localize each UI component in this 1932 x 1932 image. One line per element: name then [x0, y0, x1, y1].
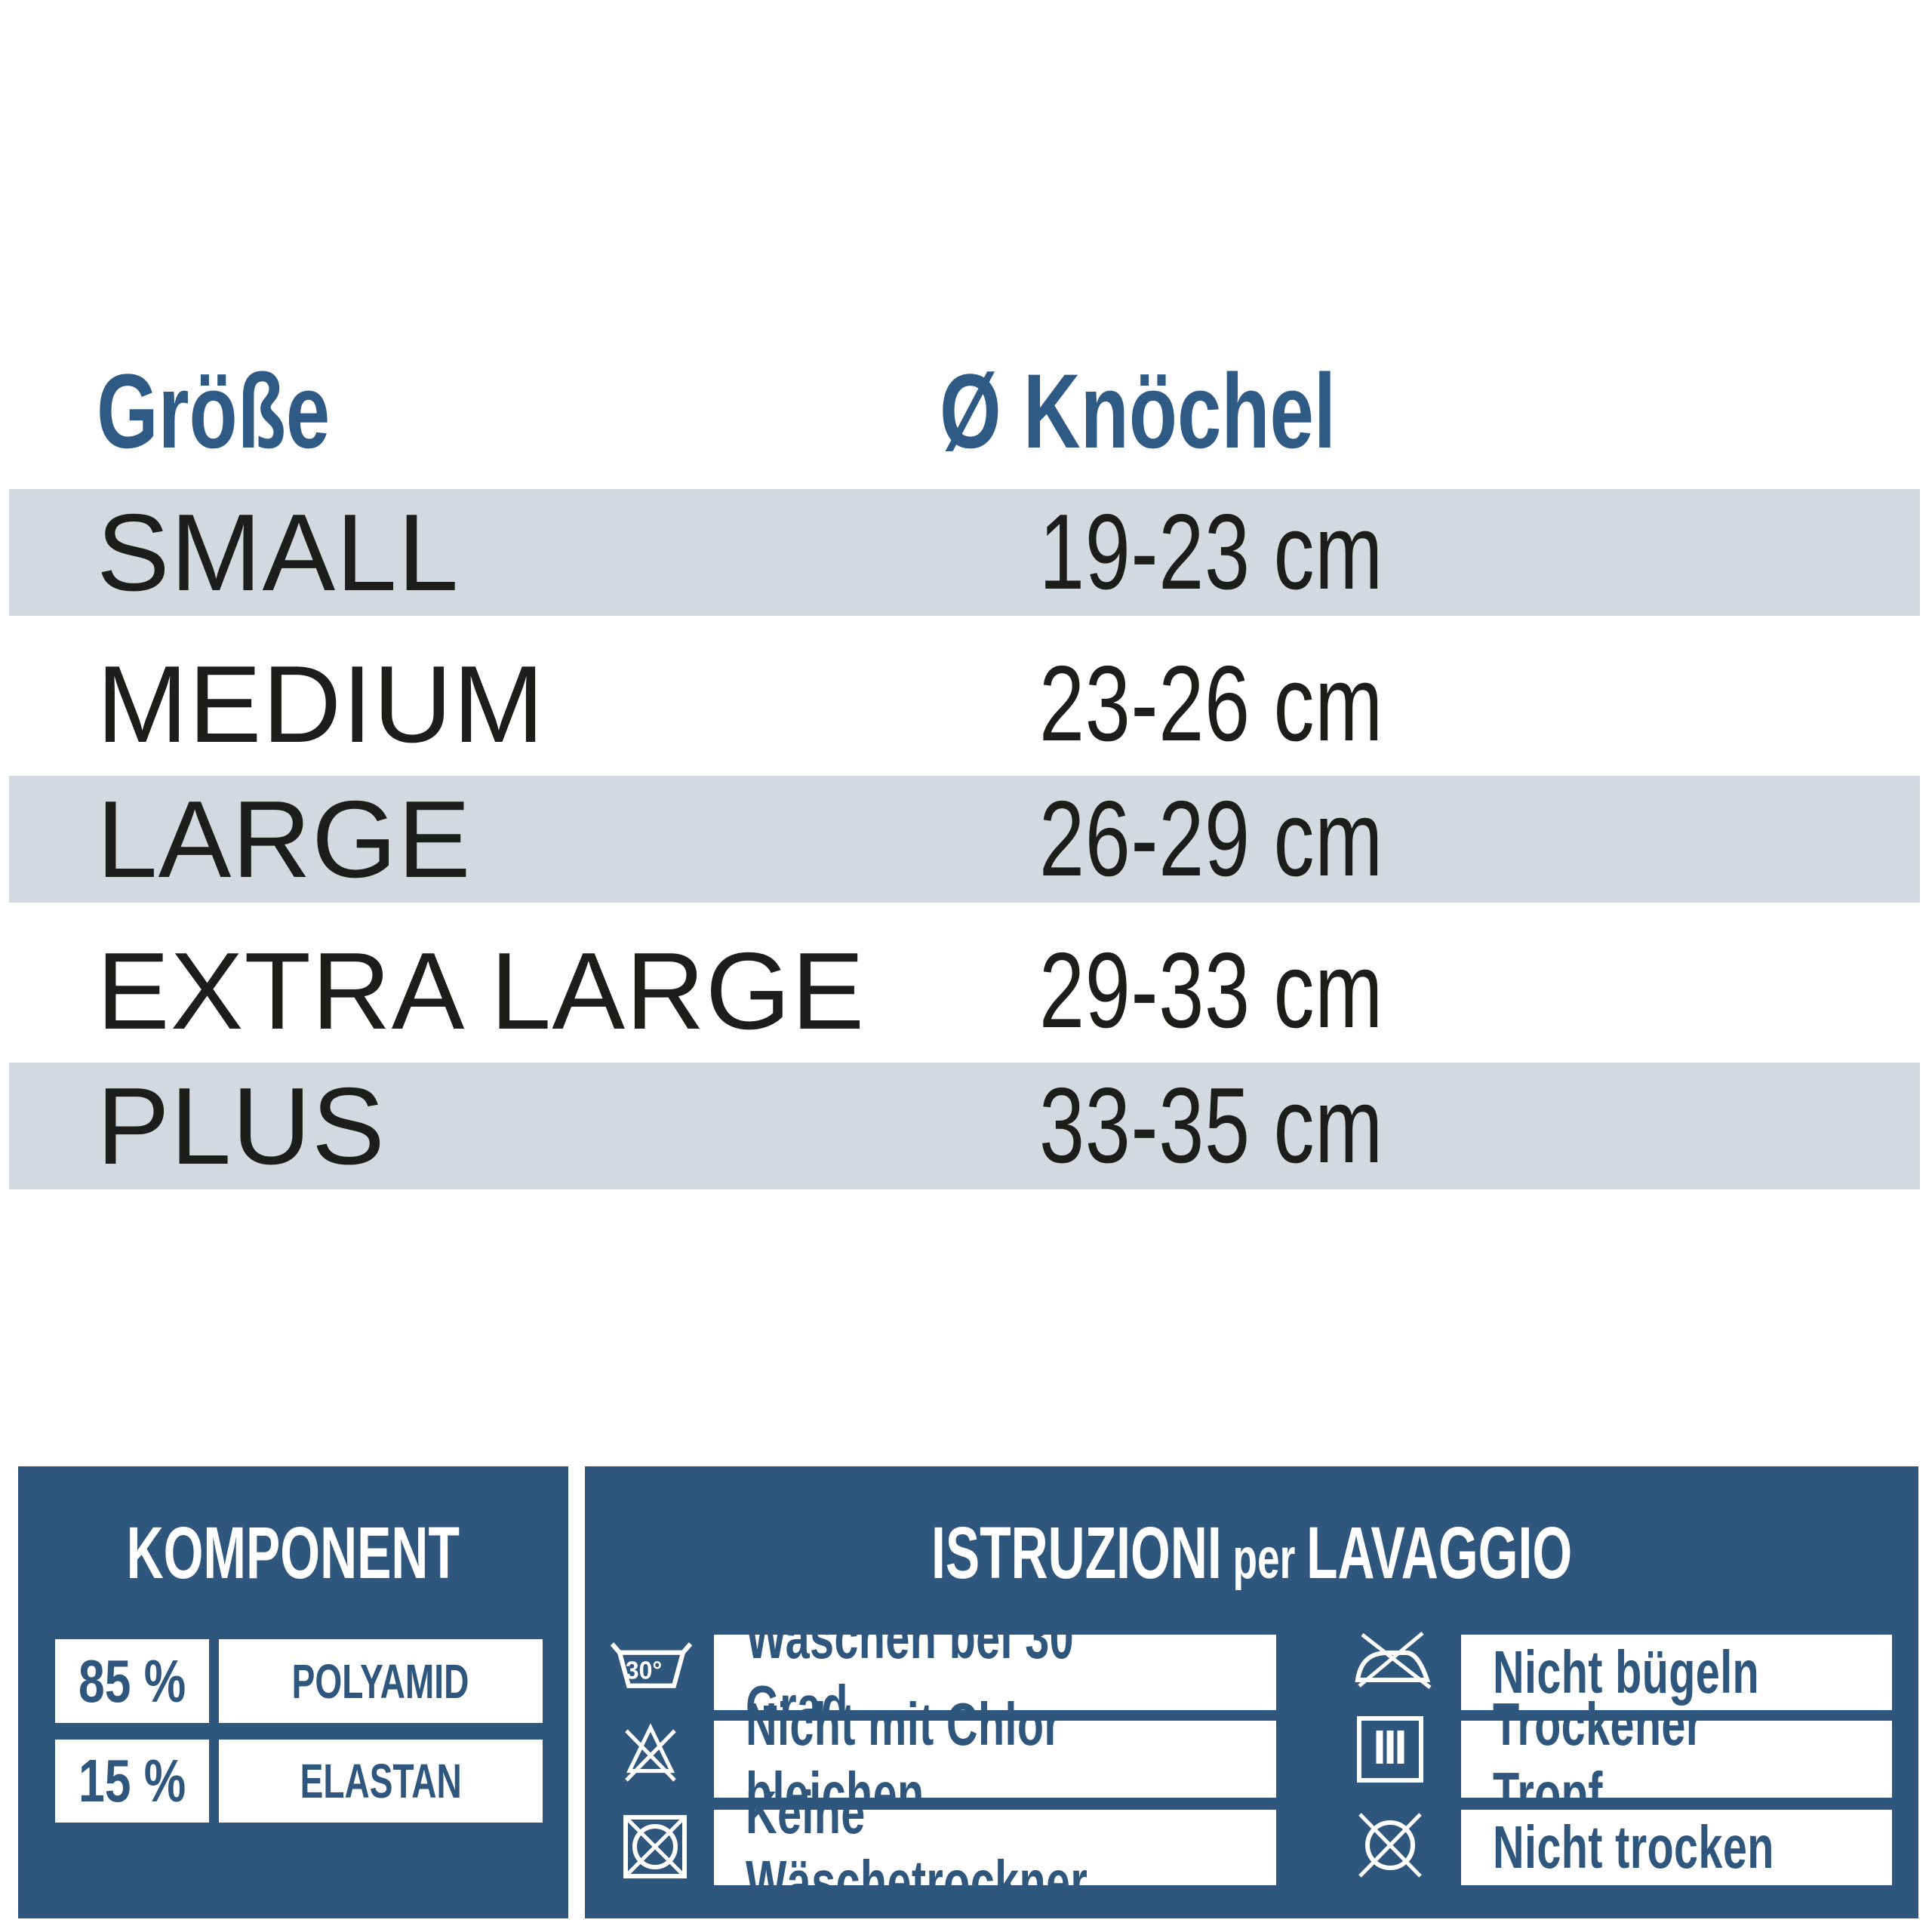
- no-dry-icon: [1352, 1810, 1428, 1881]
- component-box-title: KOMPONENT: [18, 1512, 568, 1594]
- instruction-label-box: Nicht trocken: [1461, 1810, 1892, 1885]
- wash-temperature-label: 30°: [626, 1656, 662, 1684]
- instruction-label: Keine Wäschetrockner: [746, 1779, 1088, 1915]
- instruction-label-box: Nicht bügeln: [1461, 1635, 1892, 1710]
- instruction-label-box: Waschen bei 30° Grad: [714, 1604, 1276, 1740]
- percent-value: 85 %: [78, 1647, 186, 1715]
- size-cell: SMALL: [97, 490, 460, 616]
- instruction-label-box: Nicht mit Chlor bleichen: [714, 1690, 1276, 1827]
- table-row: LARGE 26-29 cm: [9, 776, 1920, 919]
- instruction-label: Nicht bügeln: [1493, 1638, 1760, 1706]
- material-name: ELASTAN: [300, 1754, 462, 1808]
- measurement-cell-value: 29-33 cm: [1039, 931, 1383, 1051]
- diameter-column-header-label: Ø Knöchel: [940, 352, 1337, 470]
- table-row: MEDIUM 23-26 cm: [9, 632, 1920, 776]
- size-cell: PLUS: [97, 1063, 386, 1189]
- measurement-cell: 26-29 cm: [947, 776, 1475, 903]
- component-row: 85 % POLYAMID: [18, 1639, 568, 1723]
- measurement-cell-value: 23-26 cm: [1039, 644, 1383, 764]
- size-cell-label: PLUS: [97, 1064, 386, 1187]
- size-cell: EXTRA LARGE: [97, 928, 865, 1054]
- material-name-box: ELASTAN: [219, 1740, 543, 1823]
- diameter-column-header: Ø Knöchel: [940, 347, 1468, 475]
- washing-title-word1: ISTRUZIONI: [931, 1512, 1222, 1594]
- measurement-cell: 23-26 cm: [947, 632, 1475, 776]
- percent-value-box: 15 %: [55, 1740, 209, 1823]
- drip-dry-icon: [1355, 1715, 1425, 1783]
- washing-instructions-box: ISTRUZIONI per LAVAGGIO 30°: [585, 1466, 1918, 1918]
- size-column-header-label: Größe: [97, 352, 331, 470]
- size-table: SMALL 19-23 cm MEDIUM 23-26 cm LARGE 26-…: [9, 489, 1920, 1206]
- wash-30-icon: 30°: [609, 1639, 694, 1690]
- measurement-cell-value: 33-35 cm: [1039, 1066, 1383, 1186]
- instruction-label: Trockener Tropf: [1493, 1690, 1703, 1827]
- size-cell-label: LARGE: [97, 777, 472, 900]
- size-cell-label: MEDIUM: [97, 642, 546, 765]
- washing-title-word3: LAVAGGIO: [1306, 1512, 1573, 1594]
- washing-instructions-title: ISTRUZIONI per LAVAGGIO: [585, 1512, 1918, 1594]
- measurement-cell-value: 19-23 cm: [1039, 492, 1383, 612]
- no-bleach-icon: [622, 1723, 679, 1783]
- measurement-cell: 33-35 cm: [947, 1063, 1475, 1189]
- table-row: PLUS 33-35 cm: [9, 1063, 1920, 1206]
- instruction-label-box: Keine Wäschetrockner: [714, 1779, 1276, 1915]
- instruction-label-box: Trockener Tropf: [1461, 1690, 1892, 1827]
- percent-value-box: 85 %: [55, 1639, 209, 1723]
- size-column-header: Größe: [97, 347, 408, 475]
- no-tumble-dry-icon: [622, 1814, 688, 1880]
- component-box: KOMPONENT 85 % POLYAMID 15 % ELASTAN: [18, 1466, 568, 1918]
- component-row: 15 % ELASTAN: [18, 1740, 568, 1823]
- no-iron-icon: [1352, 1632, 1436, 1689]
- washing-title-word2: per: [1221, 1527, 1307, 1591]
- instruction-label: Nicht trocken: [1493, 1814, 1774, 1881]
- material-name-box: POLYAMID: [219, 1639, 543, 1723]
- percent-value: 15 %: [78, 1747, 186, 1814]
- size-cell: LARGE: [97, 777, 472, 903]
- size-cell-label: SMALL: [97, 491, 460, 614]
- measurement-cell: 29-33 cm: [947, 919, 1475, 1063]
- instruction-label: Waschen bei 30° Grad: [746, 1604, 1092, 1740]
- size-cell-label: EXTRA LARGE: [97, 929, 866, 1052]
- measurement-cell-value: 26-29 cm: [1039, 779, 1383, 899]
- component-box-title-label: KOMPONENT: [126, 1512, 460, 1594]
- measurement-cell: 19-23 cm: [947, 489, 1475, 616]
- size-cell: MEDIUM: [97, 641, 545, 768]
- table-row: SMALL 19-23 cm: [9, 489, 1920, 632]
- material-name: POLYAMID: [292, 1654, 469, 1709]
- table-row: EXTRA LARGE 29-33 cm: [9, 919, 1920, 1063]
